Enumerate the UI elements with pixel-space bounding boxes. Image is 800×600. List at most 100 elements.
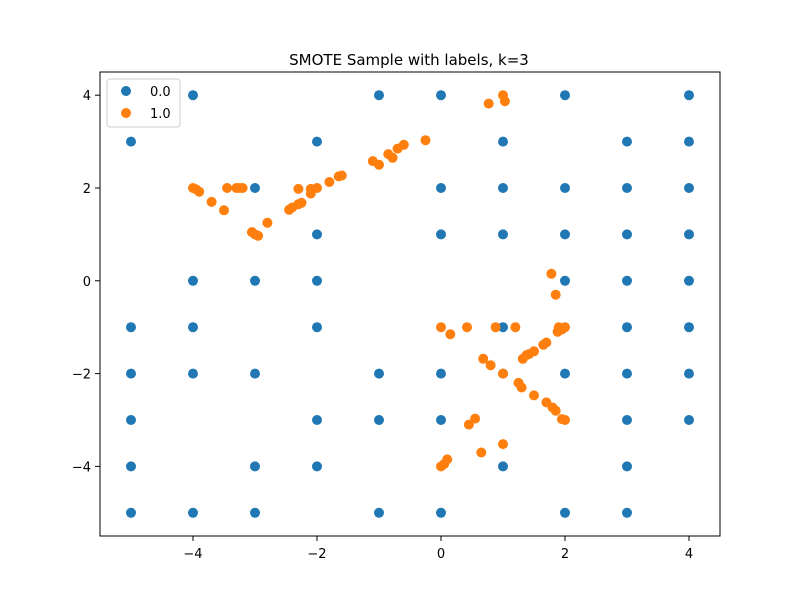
axes-layer: −4 −2 0 2 4 −4 −2 0 2 4 bbox=[72, 89, 693, 562]
point-0.0-45 bbox=[374, 415, 384, 425]
point-1.0-50 bbox=[517, 353, 528, 364]
point-1.0-15 bbox=[305, 188, 316, 199]
point-1.0-62 bbox=[470, 413, 481, 424]
point-0.0-4 bbox=[684, 90, 694, 101]
point-0.0-12 bbox=[498, 183, 508, 193]
point-1.0-40 bbox=[510, 322, 521, 333]
point-0.0-34 bbox=[126, 368, 136, 379]
point-0.0-60 bbox=[622, 507, 632, 518]
point-0.0-18 bbox=[498, 229, 508, 240]
point-1.0-65 bbox=[476, 447, 487, 458]
y-tick-label-0: 0 bbox=[83, 275, 91, 290]
point-1.0-27 bbox=[194, 186, 205, 197]
legend-marker-0.0 bbox=[121, 86, 131, 96]
point-1.0-59 bbox=[550, 405, 561, 416]
point-0.0-52 bbox=[498, 461, 508, 472]
point-0.0-26 bbox=[622, 275, 632, 286]
point-1.0-28 bbox=[206, 196, 217, 207]
y-tick-label-2: 2 bbox=[83, 182, 91, 197]
point-0.0-58 bbox=[436, 507, 446, 518]
point-0.0-55 bbox=[188, 507, 198, 518]
point-1.0-33 bbox=[253, 230, 264, 241]
point-1.0-2 bbox=[499, 96, 510, 107]
point-0.0-3 bbox=[560, 90, 570, 101]
y-tick-label--4: −4 bbox=[72, 460, 91, 475]
point-0.0-10 bbox=[250, 183, 260, 193]
point-0.0-57 bbox=[374, 507, 384, 518]
point-0.0-42 bbox=[684, 368, 694, 379]
point-0.0-59 bbox=[560, 507, 570, 518]
point-0.0-53 bbox=[622, 461, 632, 472]
point-1.0-53 bbox=[498, 368, 508, 379]
point-0.0-30 bbox=[312, 322, 322, 333]
point-0.0-2 bbox=[436, 90, 446, 101]
point-0.0-20 bbox=[622, 229, 632, 240]
point-0.0-48 bbox=[684, 415, 694, 425]
point-0.0-8 bbox=[622, 136, 632, 147]
point-0.0-49 bbox=[126, 461, 136, 472]
point-0.0-41 bbox=[622, 368, 632, 379]
point-1.0-61 bbox=[560, 415, 570, 425]
point-0.0-1 bbox=[374, 90, 384, 101]
point-0.0-16 bbox=[312, 229, 322, 240]
chart-title: SMOTE Sample with labels, k=3 bbox=[289, 51, 529, 69]
point-1.0-34 bbox=[546, 268, 557, 279]
point-0.0-36 bbox=[250, 368, 260, 379]
y-tick-label-4: 4 bbox=[83, 89, 91, 104]
point-0.0-56 bbox=[250, 507, 260, 518]
point-0.0-47 bbox=[622, 415, 632, 425]
point-0.0-37 bbox=[374, 368, 384, 379]
legend-label-0.0: 0.0 bbox=[150, 85, 171, 100]
point-0.0-27 bbox=[684, 275, 694, 286]
point-0.0-9 bbox=[684, 136, 694, 147]
point-0.0-54 bbox=[126, 507, 136, 518]
point-1.0-12 bbox=[324, 177, 335, 187]
point-0.0-15 bbox=[684, 183, 694, 193]
point-0.0-24 bbox=[312, 275, 322, 286]
point-0.0-31 bbox=[498, 322, 508, 333]
point-1.0-44 bbox=[552, 326, 563, 337]
series-1.0 bbox=[188, 90, 570, 472]
point-1.0-20 bbox=[284, 204, 295, 215]
point-0.0-11 bbox=[436, 183, 446, 193]
point-0.0-22 bbox=[188, 275, 198, 286]
point-1.0-24 bbox=[222, 183, 233, 193]
point-0.0-40 bbox=[560, 368, 570, 379]
point-1.0-9 bbox=[374, 159, 384, 170]
point-1.0-55 bbox=[516, 382, 527, 393]
point-1.0-7 bbox=[387, 152, 398, 163]
point-1.0-0 bbox=[483, 98, 494, 109]
point-1.0-29 bbox=[219, 205, 229, 216]
point-0.0-51 bbox=[312, 461, 322, 472]
point-0.0-21 bbox=[684, 229, 694, 240]
point-1.0-36 bbox=[436, 322, 446, 333]
legend-marker-1.0 bbox=[121, 108, 131, 118]
legend-label-1.0: 1.0 bbox=[150, 107, 171, 122]
x-tick-label-2: 2 bbox=[561, 547, 569, 562]
point-1.0-3 bbox=[420, 135, 431, 146]
point-1.0-35 bbox=[550, 289, 561, 300]
point-1.0-51 bbox=[478, 353, 489, 364]
point-0.0-5 bbox=[126, 136, 136, 147]
legend: 0.0 1.0 bbox=[106, 78, 181, 128]
point-0.0-38 bbox=[436, 368, 446, 379]
point-1.0-43 bbox=[560, 322, 570, 333]
point-1.0-37 bbox=[445, 329, 456, 340]
point-1.0-38 bbox=[462, 322, 472, 333]
point-1.0-46 bbox=[538, 339, 549, 350]
point-1.0-64 bbox=[498, 439, 508, 450]
x-tick-label--2: −2 bbox=[307, 547, 326, 562]
point-1.0-39 bbox=[490, 322, 501, 333]
point-1.0-23 bbox=[231, 183, 242, 193]
points-layer bbox=[126, 90, 694, 518]
plot-area-frame bbox=[99, 71, 721, 537]
point-0.0-13 bbox=[560, 183, 570, 193]
series-0.0 bbox=[126, 90, 694, 518]
point-0.0-14 bbox=[622, 183, 632, 193]
point-0.0-50 bbox=[250, 461, 260, 472]
point-0.0-0 bbox=[188, 90, 198, 101]
point-0.0-7 bbox=[498, 136, 508, 147]
point-1.0-5 bbox=[392, 143, 403, 154]
point-0.0-6 bbox=[312, 136, 322, 147]
